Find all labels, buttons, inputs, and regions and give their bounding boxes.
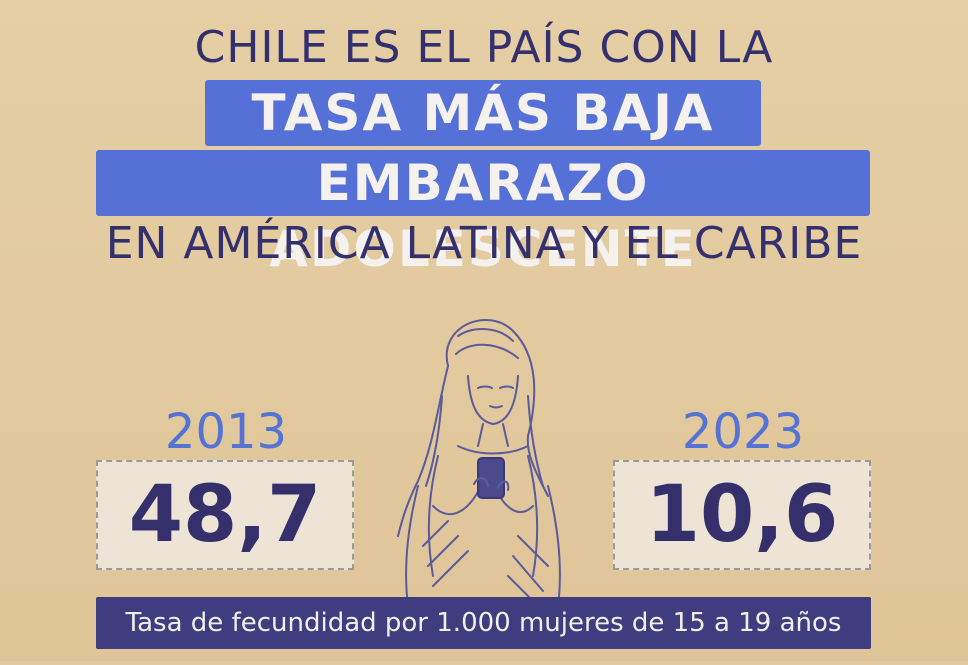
rate-2023-value: 10,6	[613, 460, 871, 570]
caption-bar: Tasa de fecundidad por 1.000 mujeres de …	[96, 597, 871, 649]
headline-highlight-2: EMBARAZO ADOLESCENTE	[96, 150, 870, 278]
rate-2013-value: 48,7	[96, 460, 354, 570]
year-2023: 2023	[681, 404, 805, 460]
headline-highlight-1: TASA MÁS BAJA DE	[205, 80, 761, 208]
headline-line-1: CHILE ES EL PAÍS CON LA	[194, 22, 774, 73]
headline-line-4: EN AMÉRICA LATINA Y EL CARIBE	[105, 218, 863, 269]
year-2013: 2013	[164, 404, 288, 460]
